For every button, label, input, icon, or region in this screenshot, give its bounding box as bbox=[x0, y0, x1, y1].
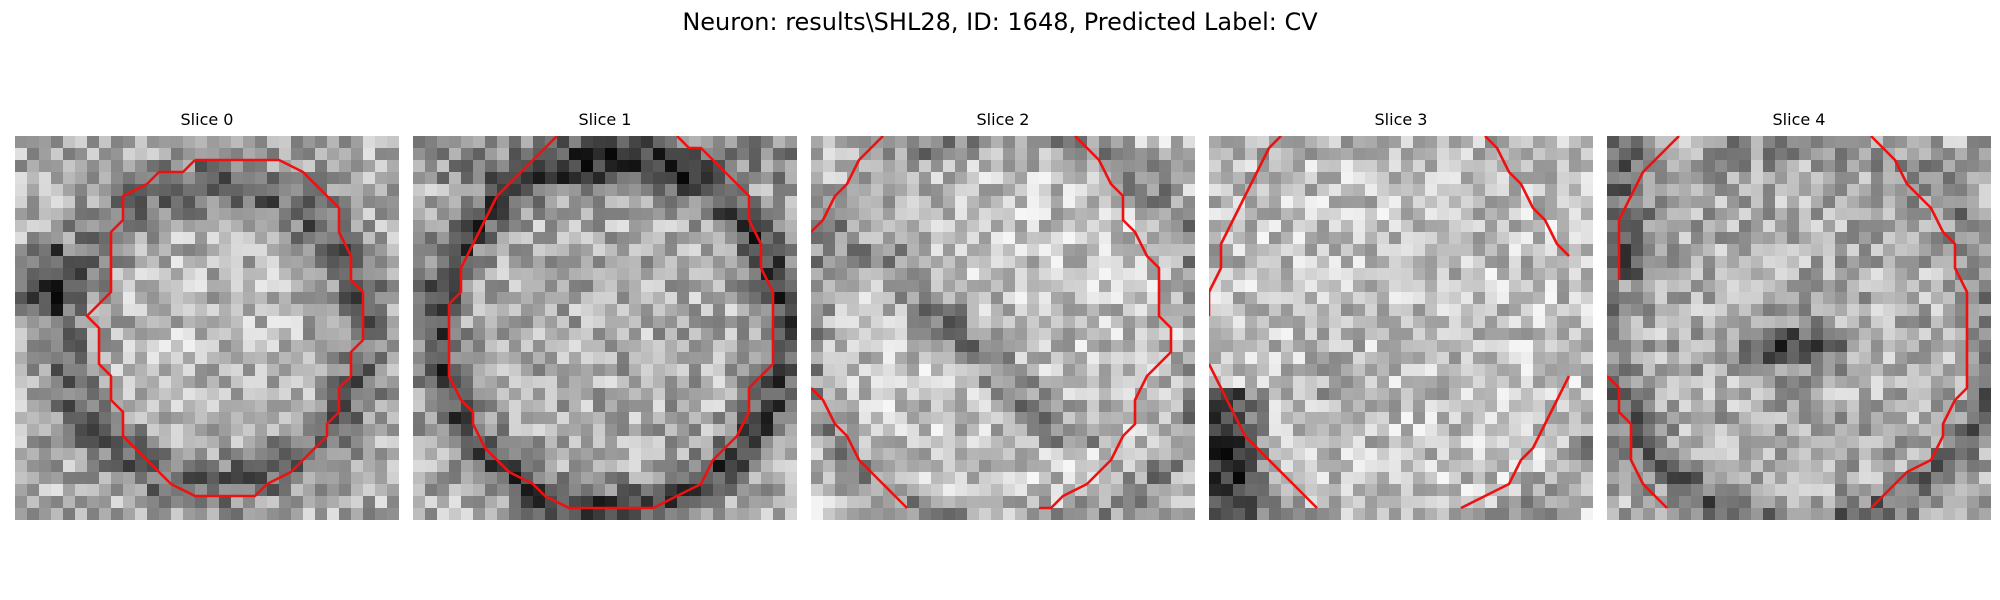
slice-title: Slice 0 bbox=[180, 110, 234, 129]
pixel-grid bbox=[811, 136, 1195, 520]
pixel-grid bbox=[413, 136, 797, 520]
segmentation-contour bbox=[85, 158, 365, 498]
panel-slice-4: Slice 4 bbox=[1607, 110, 1991, 520]
figure-title: Neuron: results\SHL28, ID: 1648, Predict… bbox=[682, 8, 1318, 36]
segmentation-contour bbox=[811, 136, 884, 233]
segmentation-contour bbox=[1870, 136, 1969, 509]
slice-title: Slice 2 bbox=[976, 110, 1030, 129]
segmentation-contour bbox=[1460, 375, 1571, 510]
pixel-grid bbox=[1209, 136, 1593, 520]
panel-slice-2: Slice 2 bbox=[811, 110, 1195, 520]
panel-slice-0: Slice 0 bbox=[15, 110, 399, 520]
slice-title: Slice 1 bbox=[578, 110, 632, 129]
segmentation-contour bbox=[1484, 136, 1570, 257]
segmentation-contour bbox=[1617, 136, 1680, 280]
segmentation-contour bbox=[1209, 136, 1282, 316]
slice-image bbox=[1209, 136, 1593, 520]
panel-slice-1: Slice 1 bbox=[413, 110, 797, 520]
slice-image bbox=[15, 136, 399, 520]
segmentation-contour bbox=[1209, 363, 1318, 509]
segmentation-contour bbox=[1039, 136, 1173, 510]
slice-image bbox=[811, 136, 1195, 520]
pixel-grid bbox=[1607, 136, 1991, 520]
segmentation-contour bbox=[811, 387, 908, 509]
slice-image bbox=[1607, 136, 1991, 520]
slice-image bbox=[413, 136, 797, 520]
panel-slice-3: Slice 3 bbox=[1209, 110, 1593, 520]
slice-title: Slice 3 bbox=[1374, 110, 1428, 129]
segmentation-contour bbox=[447, 136, 775, 510]
pixel-grid bbox=[15, 136, 399, 520]
segmentation-contour bbox=[1607, 375, 1668, 509]
slice-title: Slice 4 bbox=[1772, 110, 1826, 129]
